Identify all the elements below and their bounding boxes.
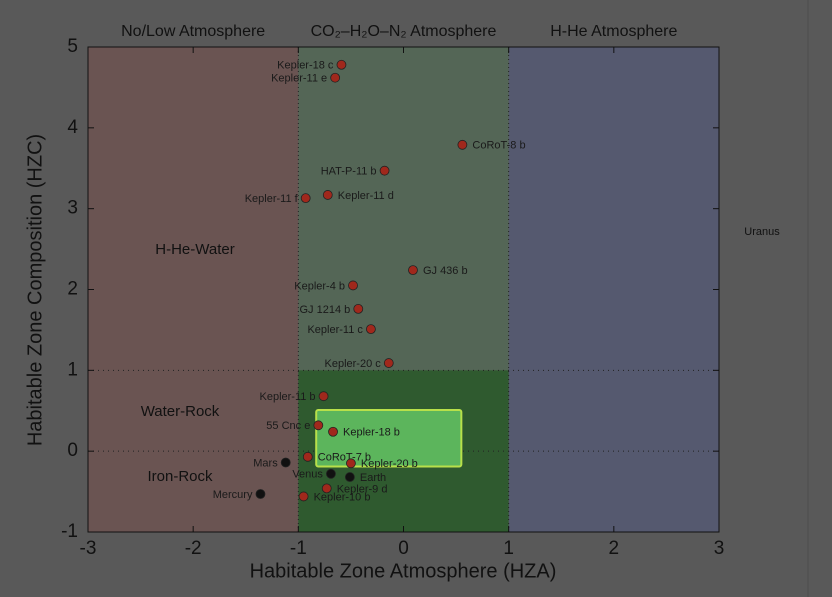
x-tick-label: 2 [609,538,620,559]
data-point [365,324,376,335]
point-label: Kepler-20 c [325,358,382,370]
data-point [379,165,390,176]
side-note: Uranus [744,226,780,238]
point-label: Mars [253,457,278,469]
point-label: CoRoT-7 b [318,452,371,464]
data-point [328,426,338,437]
point-label: Kepler-18 b [343,427,400,439]
data-point [326,468,336,479]
point-label: Kepler-11 b [260,391,316,403]
point-label: GJ 436 b [423,265,468,277]
zone-label: CO₂–H₂O–N₂ Atmosphere [311,23,497,40]
data-point [298,491,309,502]
x-tick-label: -2 [185,538,202,559]
point-label: CoRoT-8 b [472,140,525,152]
point-label: 55 Cnc e [266,420,310,432]
point-label: Kepler-11 d [338,190,394,202]
point-label: Kepler-10 b [314,491,371,503]
data-point [348,280,358,291]
x-tick-label: -3 [80,538,97,559]
y-tick-label: 3 [67,198,78,219]
composition-label: Water-Rock [141,403,220,420]
highlight-box [315,408,463,468]
data-point [346,458,356,469]
point-label: Kepler-11 f [245,193,299,205]
y-tick-label: -1 [61,521,78,542]
point-label: Earth [360,472,386,484]
y-tick-label: 2 [67,279,78,300]
y-axis-label: Habitable Zone Composition (HZC) [24,134,46,446]
composition-label: Iron-Rock [147,468,213,485]
x-tick-label: 0 [398,538,409,559]
data-point [457,139,468,150]
data-point [336,59,347,70]
point-label: HAT-P-11 b [321,166,377,178]
data-point [344,472,355,482]
zone [508,47,719,532]
zone-label: No/Low Atmosphere [121,23,265,40]
x-tick-label: 3 [714,538,725,559]
y-tick-label: 0 [67,440,78,461]
point-label: Mercury [213,489,253,501]
data-point [321,483,332,494]
data-point [383,358,394,368]
y-tick-label: 1 [67,359,78,380]
y-tick-label: 5 [67,36,78,57]
x-tick-label: 1 [503,538,514,559]
x-axis-label: Habitable Zone Atmosphere (HZA) [250,560,557,582]
point-label: Kepler-11 e [271,73,327,85]
point-label: Kepler-11 c [307,324,363,336]
point-label: Venus [292,469,323,481]
point-label: GJ 1214 b [300,304,351,316]
data-point [353,303,364,314]
data-point [255,489,266,499]
data-point [318,391,329,402]
point-label: Kepler-4 b [294,280,345,292]
data-point [313,420,324,431]
data-point [300,193,311,204]
point-label: Kepler-9 d [337,483,388,495]
zone-label: H-He Atmosphere [550,23,677,40]
x-tick-label: -1 [290,538,307,559]
data-point [408,265,418,276]
point-label: Kepler-18 c [277,60,334,72]
point-label: Kepler-20 b [361,458,418,470]
y-tick-label: 4 [67,117,78,138]
data-point [322,190,333,200]
data-point [330,72,341,83]
data-point [302,451,313,462]
composition-label: H-He-Water [155,241,234,258]
data-point [280,457,291,468]
